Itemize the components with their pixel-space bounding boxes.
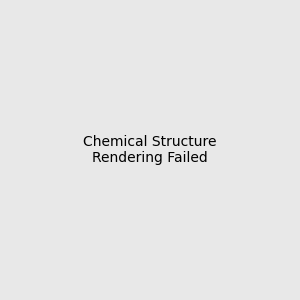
Text: Chemical Structure
Rendering Failed: Chemical Structure Rendering Failed bbox=[83, 135, 217, 165]
